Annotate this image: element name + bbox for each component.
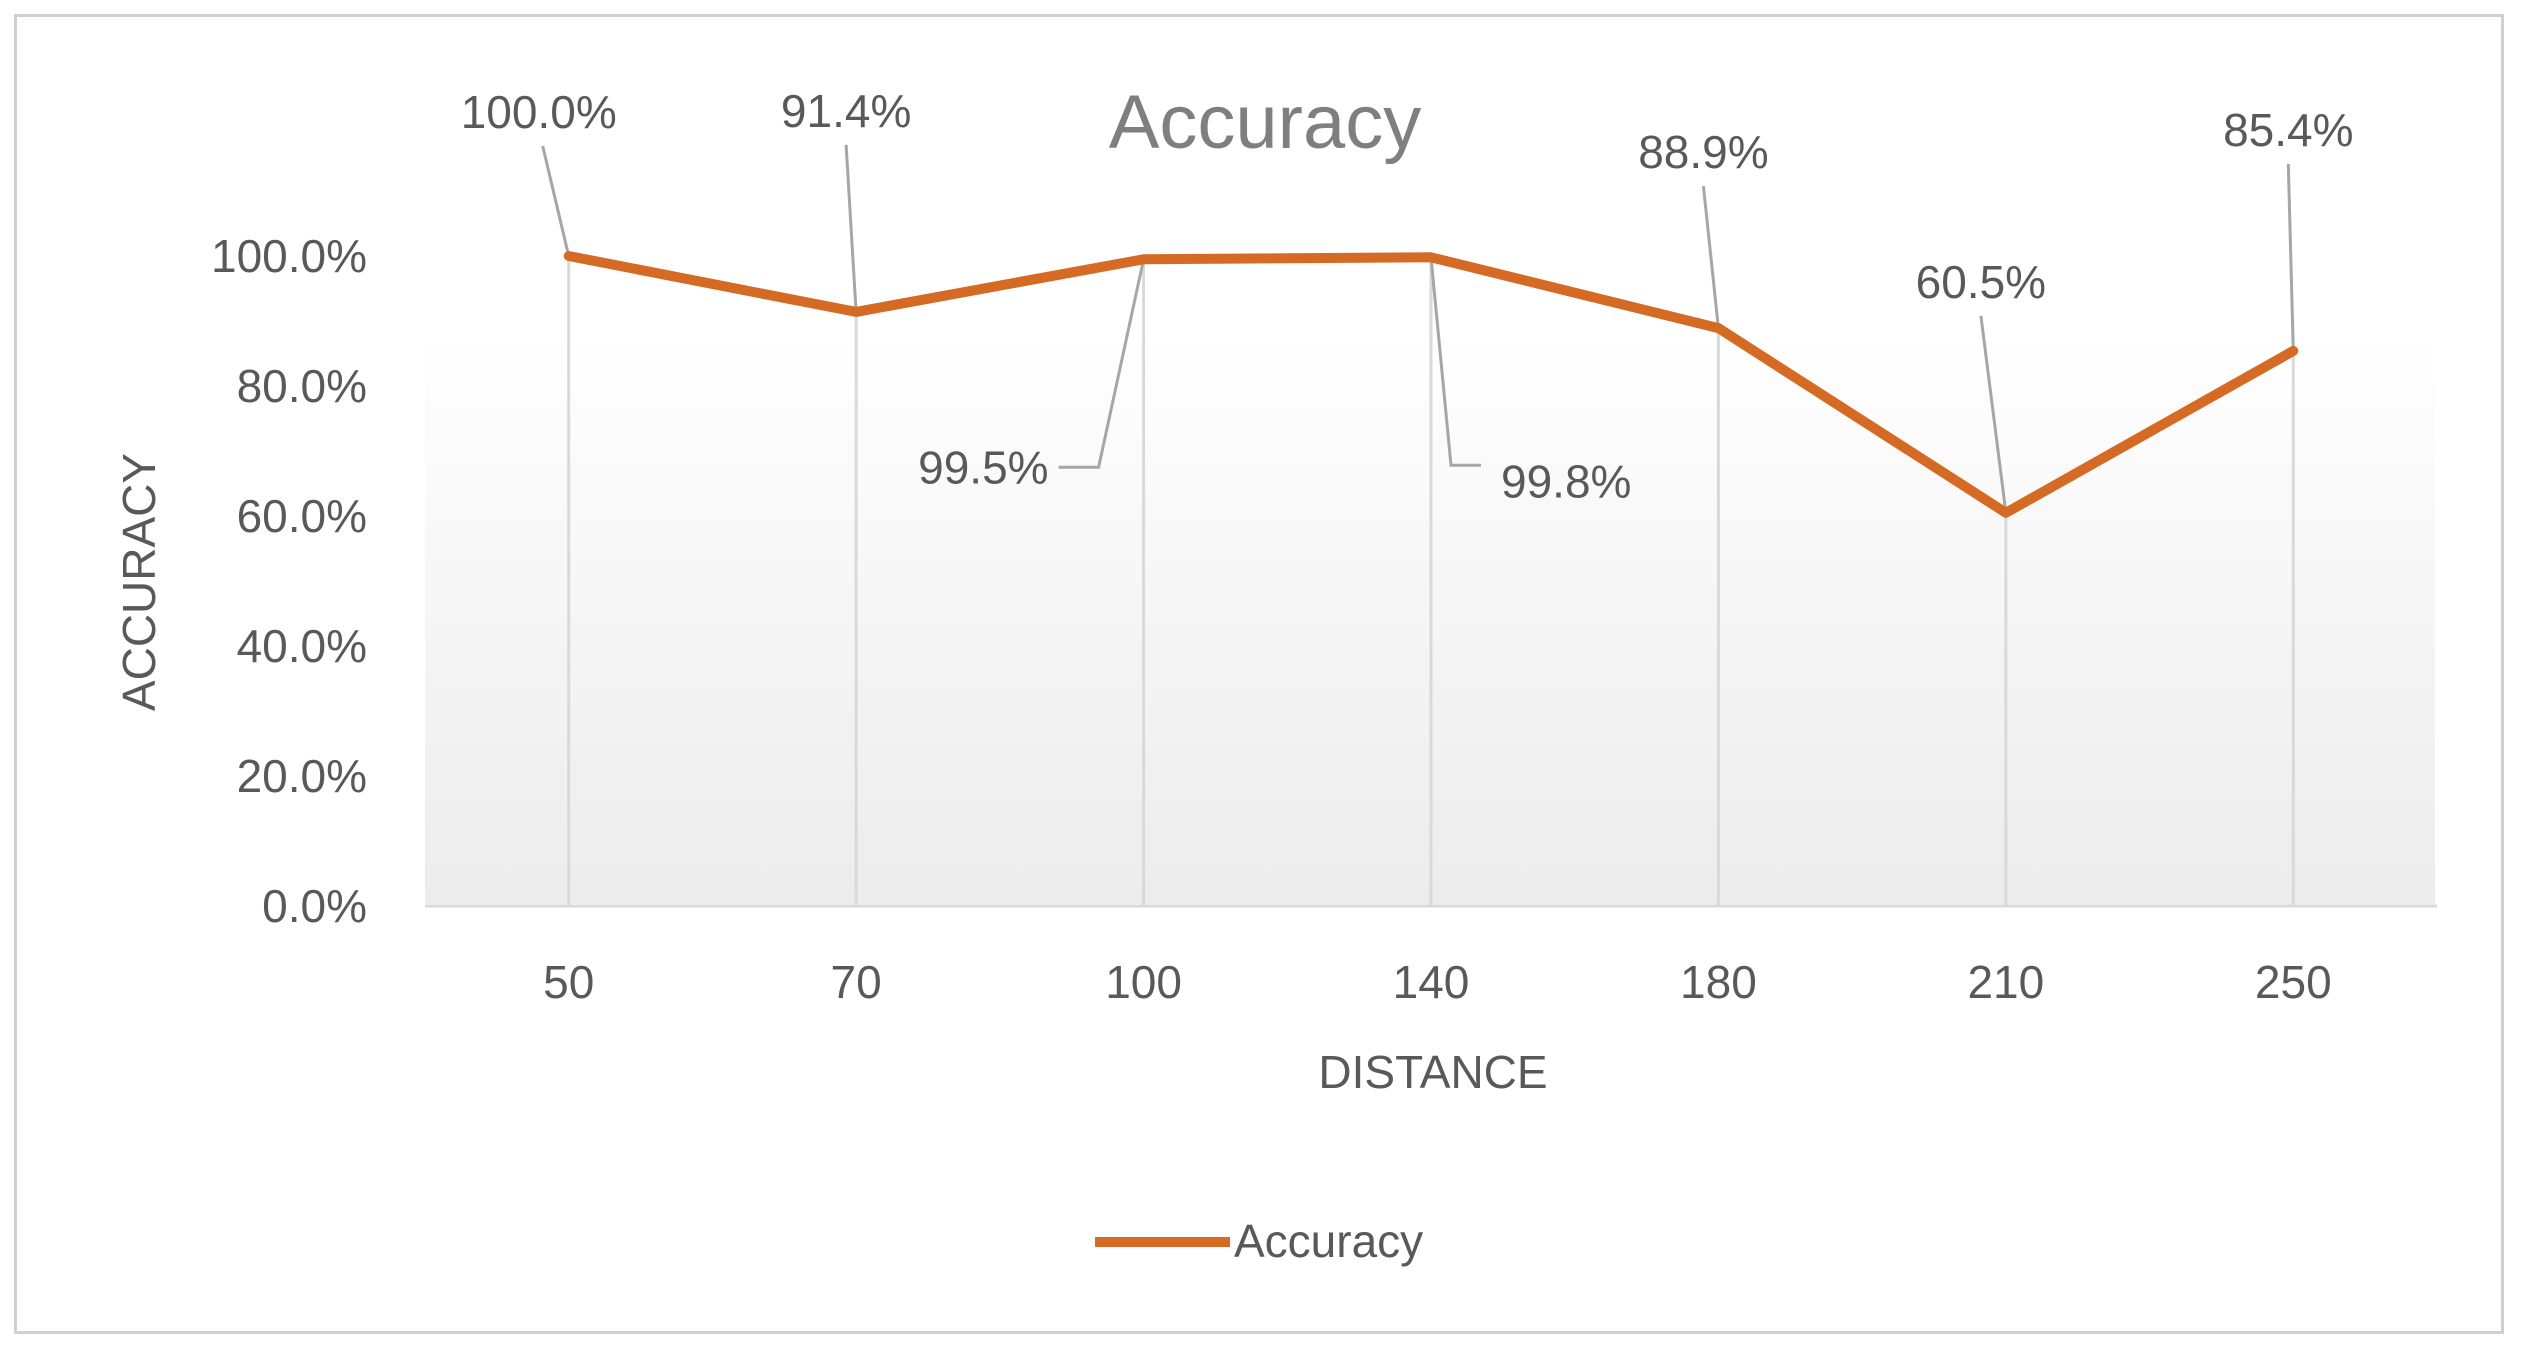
data-label: 85.4% (2223, 104, 2353, 156)
data-label-leader-lines (541, 144, 2295, 513)
x-tick-label: 250 (2255, 956, 2332, 1008)
leader-line (541, 145, 571, 257)
data-labels: 100.0% 91.4% 99.5% 99.8% 88.9% 60.5% 85.4% (461, 85, 2354, 507)
y-tick-label: 20.0% (237, 750, 367, 802)
data-label: 99.8% (1501, 455, 1631, 507)
leader-line (2286, 163, 2295, 351)
x-tick-label: 100 (1105, 956, 1182, 1008)
data-label: 91.4% (781, 85, 911, 137)
y-axis-title: ACCURACY (113, 453, 165, 711)
y-tick-label: 80.0% (237, 360, 367, 412)
x-tick-label: 140 (1393, 956, 1470, 1008)
x-tick-label: 210 (1967, 956, 2044, 1008)
chart-title: Accuracy (1109, 80, 1422, 165)
series-line-accuracy (563, 251, 2299, 518)
x-tick-label: 70 (831, 956, 882, 1008)
data-label: 88.9% (1638, 126, 1768, 178)
data-label: 100.0% (461, 86, 617, 138)
leader-line (1701, 185, 1720, 329)
leader-line (1979, 315, 2008, 513)
leader-line (1058, 258, 1146, 469)
data-label: 99.5% (918, 441, 1048, 493)
leader-line (844, 144, 858, 312)
drop-lines (567, 256, 2295, 906)
legend: Accuracy (1095, 1215, 1423, 1267)
y-axis-ticks: 0.0% 20.0% 40.0% 60.0% 80.0% 100.0% (211, 230, 367, 932)
x-tick-label: 50 (543, 956, 594, 1008)
data-label: 60.5% (1916, 256, 2046, 308)
y-tick-label: 0.0% (262, 880, 367, 932)
x-axis-ticks: 50 70 100 140 180 210 250 (543, 956, 2332, 1008)
leader-line (1429, 257, 1481, 467)
x-tick-label: 180 (1680, 956, 1757, 1008)
legend-label-accuracy: Accuracy (1234, 1215, 1423, 1267)
y-tick-label: 40.0% (237, 620, 367, 672)
y-tick-label: 60.0% (237, 490, 367, 542)
y-tick-label: 100.0% (211, 230, 367, 282)
x-axis-title: DISTANCE (1318, 1046, 1547, 1098)
